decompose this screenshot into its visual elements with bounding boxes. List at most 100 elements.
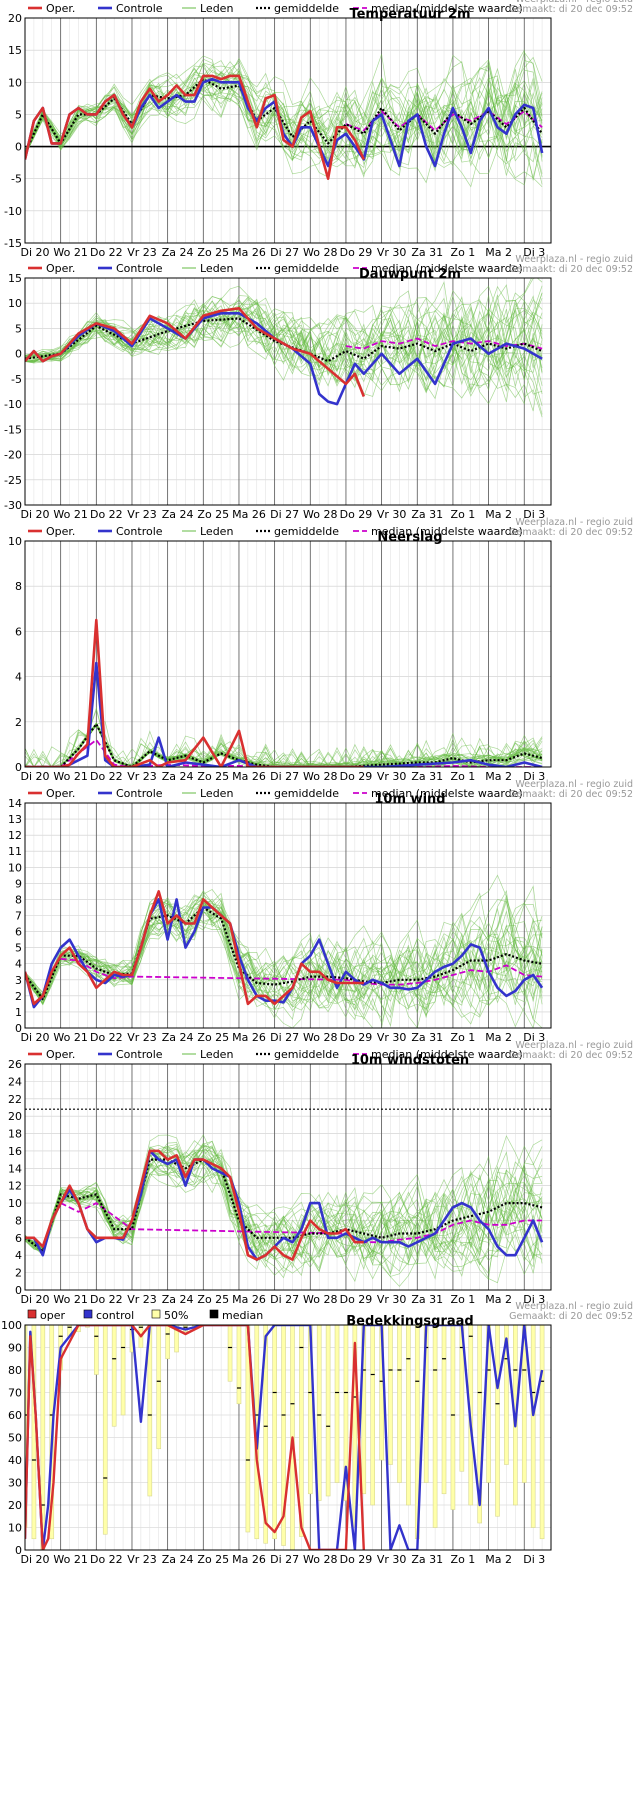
x-tick-label: Di 3 xyxy=(523,246,545,259)
x-tick-label: Za 24 xyxy=(162,246,194,259)
legend-label: median (middelste waarde) xyxy=(371,787,523,800)
x-tick-label: Wo 21 xyxy=(53,1553,87,1566)
y-tick-label: 14 xyxy=(8,1162,22,1175)
band-50-bar xyxy=(263,1325,269,1544)
y-tick-label: -30 xyxy=(4,499,22,512)
y-tick-label: 11 xyxy=(8,845,22,858)
y-tick-label: -10 xyxy=(4,205,22,218)
y-tick-label: 15 xyxy=(8,272,22,285)
y-tick-label: -10 xyxy=(4,398,22,411)
y-tick-label: -20 xyxy=(4,449,22,462)
site-credit: Weerplaza.nl - regio zuid xyxy=(515,0,633,5)
x-tick-label: Vr 23 xyxy=(127,1553,157,1566)
band-50-bar xyxy=(94,1325,99,1375)
y-tick-label: 6 xyxy=(15,625,22,638)
y-tick-label: 22 xyxy=(8,1093,22,1106)
ensemble-member-line xyxy=(25,295,543,397)
y-tick-label: -15 xyxy=(4,237,22,250)
x-tick-label: Di 27 xyxy=(270,246,299,259)
x-tick-label: Zo 25 xyxy=(197,770,229,783)
plot-border xyxy=(24,1063,552,1291)
x-tick-label: Di 27 xyxy=(270,770,299,783)
band-50-bar xyxy=(477,1325,482,1524)
legend-label: oper xyxy=(40,1309,65,1322)
y-tick-label: 18 xyxy=(8,1128,22,1141)
y-tick-label: 4 xyxy=(15,1249,22,1262)
made-timestamp: Gemaakt: di 20 dec 09:52 xyxy=(509,4,633,15)
x-tick-label: Za 31 xyxy=(411,770,443,783)
x-tick-label: Wo 21 xyxy=(53,246,87,259)
y-tick-label: 0 xyxy=(15,348,22,361)
ensemble-member-line xyxy=(25,62,543,164)
x-tick-label: Vr 30 xyxy=(377,1293,407,1306)
series-line-oper xyxy=(25,890,364,1006)
band-50-bar xyxy=(111,1325,117,1427)
band-50-bar xyxy=(307,1325,313,1495)
legend-label: gemiddelde xyxy=(274,262,339,275)
x-tick-label: Wo 21 xyxy=(53,1031,87,1044)
y-tick-label: 26 xyxy=(8,1058,22,1071)
x-tick-label: Vr 23 xyxy=(127,1031,157,1044)
x-tick-label: Vr 23 xyxy=(127,508,157,521)
plot-area xyxy=(24,540,552,768)
y-tick-label: 3 xyxy=(15,974,22,987)
legend-label: gemiddelde xyxy=(274,787,339,800)
y-tick-label: 40 xyxy=(8,1454,22,1467)
series-line-control xyxy=(25,1325,544,1550)
legend-label: Oper. xyxy=(46,262,75,275)
x-tick-label: Do 22 xyxy=(90,246,123,259)
y-tick-label: 10 xyxy=(8,1522,22,1535)
x-tick-label: Di 27 xyxy=(270,1553,299,1566)
band-50-bar xyxy=(521,1325,527,1483)
x-tick-label: Zo 1 xyxy=(451,1031,476,1044)
x-tick-label: Za 24 xyxy=(162,508,194,521)
chart-panel-0: -15 -10 -5 0 5 10 15 20 Di 20 Wo 21 Do 22 Vr 23 Za 2… xyxy=(4,0,633,259)
band-50-bar xyxy=(370,1325,376,1506)
x-tick-label: Za 24 xyxy=(162,1293,194,1306)
y-tick-label: 80 xyxy=(8,1364,22,1377)
x-tick-label: Ma 2 xyxy=(485,246,512,259)
y-tick-label: 70 xyxy=(8,1387,22,1400)
x-tick-label: Ma 26 xyxy=(232,246,266,259)
y-tick-label: 30 xyxy=(8,1477,22,1490)
series-line-oper xyxy=(25,74,365,180)
chart-title: 10m wind xyxy=(374,792,445,807)
y-tick-label: 24 xyxy=(8,1075,22,1088)
legend-label: Controle xyxy=(116,2,163,15)
x-tick-label: Vr 30 xyxy=(377,246,407,259)
x-tick-label: Ma 2 xyxy=(485,1293,512,1306)
x-tick-label: Ma 26 xyxy=(232,508,266,521)
ensemble-member-line xyxy=(25,78,543,185)
y-tick-label: 6 xyxy=(15,1232,22,1245)
band-50-bar xyxy=(236,1325,242,1405)
series-line-median xyxy=(60,958,543,986)
ensemble-member-line xyxy=(25,908,543,1008)
legend-label: Leden xyxy=(200,787,233,800)
band-50-bar xyxy=(281,1325,286,1546)
legend-label: Oper. xyxy=(46,525,75,538)
y-tick-label: 14 xyxy=(8,797,22,810)
x-tick-label: Do 29 xyxy=(340,1293,373,1306)
ensemble-member-line xyxy=(25,285,543,390)
ensemble-member-line xyxy=(25,306,543,373)
series-line-oper xyxy=(25,306,366,397)
y-tick-label: 50 xyxy=(8,1432,22,1445)
x-tick-label: Wo 21 xyxy=(53,770,87,783)
x-tick-label: Zo 25 xyxy=(197,508,229,521)
plot-border xyxy=(24,277,552,506)
y-tick-label: 100 xyxy=(1,1319,22,1332)
series-line-oper xyxy=(25,1325,365,1550)
chart-title: Dauwpunt 2m xyxy=(359,267,461,282)
y-tick-label: 16 xyxy=(8,1145,22,1158)
legend-label: median xyxy=(222,1309,263,1322)
band-50-bar xyxy=(316,1325,322,1501)
y-tick-label: 9 xyxy=(15,877,22,890)
series-line-median xyxy=(60,1202,543,1244)
x-tick-label: Di 3 xyxy=(523,508,545,521)
x-tick-label: Zo 1 xyxy=(451,246,476,259)
x-tick-label: Di 20 xyxy=(20,508,49,521)
